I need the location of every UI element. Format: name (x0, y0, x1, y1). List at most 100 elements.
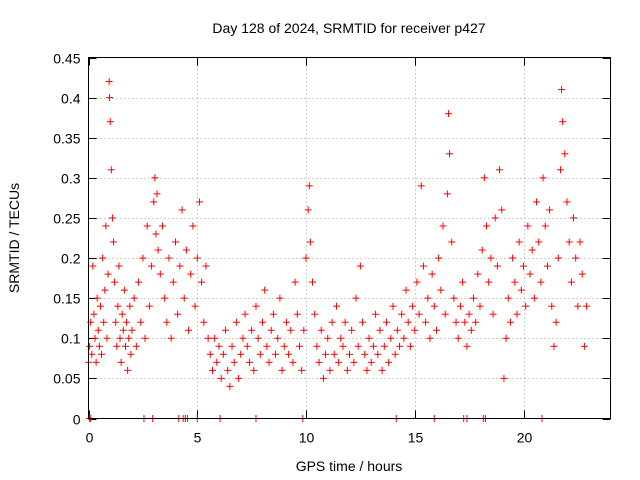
data-point (127, 350, 135, 358)
data-point (106, 94, 114, 102)
data-point (124, 366, 132, 374)
data-point (104, 270, 112, 278)
data-point (86, 342, 94, 350)
data-point (148, 262, 156, 270)
data-point (103, 334, 111, 342)
data-point (291, 278, 299, 286)
data-point (469, 294, 477, 302)
data-point (350, 358, 358, 366)
data-point (156, 270, 164, 278)
data-point (502, 334, 510, 342)
data-point (117, 358, 125, 366)
data-point (135, 278, 143, 286)
data-point (94, 326, 102, 334)
data-point (369, 342, 377, 350)
data-point (365, 334, 373, 342)
data-point (245, 358, 253, 366)
data-point (422, 318, 430, 326)
data-point (114, 302, 122, 310)
grid-lines (88, 57, 611, 419)
data-point (441, 310, 449, 318)
data-point (346, 350, 353, 358)
data-point (552, 318, 560, 326)
data-point (398, 310, 406, 318)
x-tick-label: 20 (517, 430, 533, 446)
data-point (111, 278, 119, 286)
data-point (396, 342, 404, 350)
y-tick-label: 0.3 (61, 171, 81, 187)
data-point (99, 254, 107, 262)
data-point (250, 366, 258, 374)
data-point (389, 302, 397, 310)
data-point (300, 326, 308, 334)
data-point (119, 326, 127, 334)
data-point (439, 222, 447, 230)
data-point (335, 358, 343, 366)
data-point (126, 302, 134, 310)
data-point (411, 326, 419, 334)
data-point (178, 206, 186, 214)
data-point (372, 310, 380, 318)
data-point (456, 302, 464, 310)
data-point (189, 222, 197, 230)
data-point (491, 214, 499, 222)
x-tick-label: 15 (408, 430, 424, 446)
data-point (287, 326, 295, 334)
data-point (550, 342, 558, 350)
x-tick-label: 10 (299, 430, 315, 446)
data-point (517, 286, 525, 294)
data-point (143, 222, 151, 230)
data-point (309, 278, 317, 286)
data-point (448, 238, 456, 246)
data-point (500, 374, 508, 382)
data-point (182, 246, 190, 254)
data-point (454, 334, 462, 342)
data-point (259, 318, 266, 326)
y-tick-label: 0.4 (61, 91, 81, 107)
data-point (496, 166, 504, 174)
data-point (341, 318, 349, 326)
data-point (459, 278, 467, 286)
data-point (520, 262, 527, 270)
data-point (174, 310, 182, 318)
data-point (89, 262, 97, 270)
y-axis-label: SRMTID / TECUs (6, 183, 22, 293)
data-point (426, 334, 434, 342)
data-point (543, 262, 551, 270)
data-point (367, 358, 375, 366)
data-point (563, 198, 571, 206)
data-point (548, 302, 556, 310)
data-point (90, 310, 98, 318)
data-point (515, 238, 523, 246)
data-point (95, 342, 103, 350)
y-tick-label: 0.15 (53, 291, 80, 307)
data-point (152, 230, 160, 238)
data-point (572, 254, 580, 262)
y-tick-label: 0 (73, 412, 81, 428)
data-point (513, 310, 521, 318)
data-point (115, 262, 123, 270)
data-point (567, 278, 575, 286)
data-point (256, 350, 264, 358)
data-point (561, 150, 569, 158)
data-point (444, 110, 452, 118)
data-point (402, 286, 410, 294)
data-point (125, 334, 133, 342)
data-point (511, 278, 519, 286)
data-point (478, 246, 486, 254)
data-point (387, 334, 395, 342)
y-tick-label: 0.35 (53, 131, 80, 147)
data-point (359, 318, 367, 326)
data-point (452, 318, 460, 326)
data-point (248, 326, 256, 334)
data-point (409, 302, 417, 310)
data-point (217, 374, 225, 382)
data-point (430, 302, 438, 310)
data-point (400, 334, 408, 342)
data-point (215, 342, 223, 350)
data-point (202, 262, 210, 270)
data-point (558, 86, 566, 94)
data-point (154, 246, 162, 254)
data-point (230, 358, 238, 366)
data-point (208, 366, 216, 374)
